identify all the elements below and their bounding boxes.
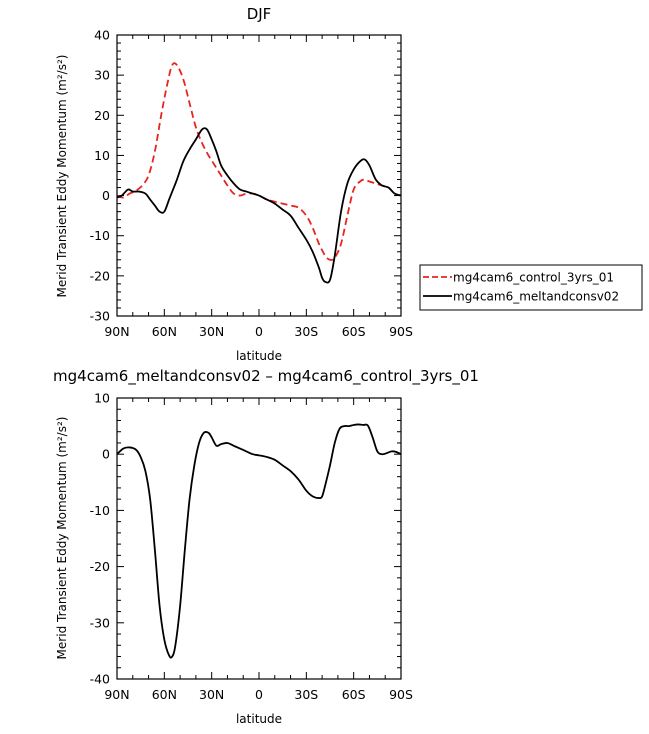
series-line [116, 127, 402, 284]
x-tick-label: 90N [104, 324, 129, 339]
y-tick-label: -10 [90, 503, 110, 518]
top-panel: DJF latitude Merid Transient Eddy Moment… [55, 5, 413, 363]
legend-label: mg4cam6_control_3yrs_01 [453, 271, 614, 285]
y-tick-label: 0 [102, 188, 110, 203]
top-title: DJF [247, 5, 272, 23]
legend: mg4cam6_control_3yrs_01 mg4cam6_meltandco… [419, 264, 643, 311]
x-tick-label: 30S [294, 687, 318, 702]
x-tick-label: 30S [294, 324, 318, 339]
bottom-panel: mg4cam6_meltandconsv02 – mg4cam6_control… [53, 367, 479, 726]
y-tick-label: 40 [94, 28, 110, 43]
x-tick-label: 90S [389, 687, 413, 702]
x-tick-label: 0 [255, 324, 263, 339]
series-line [116, 423, 402, 659]
top-y-label: Merid Transient Eddy Momentum (m²/s²) [55, 55, 69, 298]
top-x-label: latitude [236, 349, 282, 363]
legend-box [419, 264, 643, 311]
y-tick-label: -10 [90, 228, 110, 243]
plot-frame [116, 397, 402, 680]
x-tick-label: 90S [389, 324, 413, 339]
y-tick-label: -30 [90, 615, 110, 630]
x-tick-label: 0 [255, 687, 263, 702]
y-tick-label: 0 [102, 447, 110, 462]
bottom-title: mg4cam6_meltandconsv02 – mg4cam6_control… [53, 367, 479, 386]
bottom-x-label: latitude [236, 712, 282, 726]
series-line [116, 62, 402, 261]
y-tick-label: -20 [90, 268, 110, 283]
legend-label: mg4cam6_meltandconsv02 [453, 290, 619, 304]
x-tick-label: 30N [199, 324, 224, 339]
bottom-y-label: Merid Transient Eddy Momentum (m²/s²) [55, 417, 69, 660]
x-tick-label: 60N [152, 324, 177, 339]
x-tick-label: 60S [342, 687, 366, 702]
y-tick-label: -30 [90, 309, 110, 324]
y-tick-label: -40 [90, 672, 110, 687]
y-tick-label: 30 [94, 68, 110, 83]
y-tick-label: 10 [94, 391, 110, 406]
y-tick-label: -20 [90, 559, 110, 574]
x-tick-label: 90N [104, 687, 129, 702]
x-tick-label: 60N [152, 687, 177, 702]
plot-frame [116, 34, 402, 317]
y-tick-label: 10 [94, 148, 110, 163]
x-tick-label: 60S [342, 324, 366, 339]
x-tick-label: 30N [199, 687, 224, 702]
y-tick-label: 20 [94, 108, 110, 123]
